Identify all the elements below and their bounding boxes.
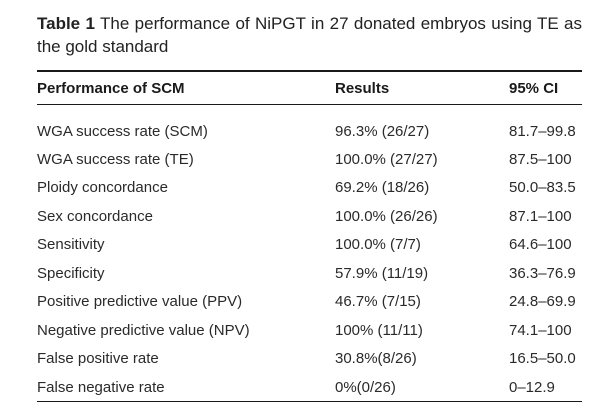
table-row: Positive predictive value (PPV) 46.7% (7… (37, 288, 582, 317)
row-metric: False positive rate (37, 350, 159, 368)
table-bottom-rule (37, 401, 582, 402)
row-metric: Sensitivity (37, 236, 105, 254)
row-result: 100.0% (26/26) (335, 207, 438, 225)
table-row: Sensitivity 100.0% (7/7) 64.6–100 (37, 231, 582, 260)
row-result: 100.0% (27/27) (335, 150, 438, 168)
row-result: 57.9% (11/19) (335, 264, 429, 282)
row-ci: 81.7–99.8 (509, 122, 576, 140)
table-top-rule (37, 70, 582, 72)
row-metric: Negative predictive value (NPV) (37, 321, 250, 339)
table-row: Negative predictive value (NPV) 100% (11… (37, 316, 582, 345)
row-result: 69.2% (18/26) (335, 179, 430, 197)
table-caption: Table 1 The performance of NiPGT in 27 d… (37, 12, 582, 58)
row-ci: 50.0–83.5 (509, 179, 576, 197)
row-metric: Specificity (37, 264, 105, 282)
row-result: 46.7% (7/15) (335, 293, 421, 311)
row-metric: Positive predictive value (PPV) (37, 293, 243, 311)
table-row: False negative rate 0%(0/26) 0–12.9 (37, 373, 582, 402)
row-metric: WGA success rate (SCM) (37, 122, 208, 140)
row-metric: WGA success rate (TE) (37, 150, 194, 168)
row-result: 30.8%(8/26) (335, 350, 417, 368)
table-row: False positive rate 30.8%(8/26) 16.5–50.… (37, 345, 582, 374)
row-ci: 16.5–50.0 (509, 350, 576, 368)
row-ci: 24.8–69.9 (509, 293, 576, 311)
table-header-row: Performance of SCM Results 95% CI (37, 72, 582, 104)
row-result: 100.0% (7/7) (335, 236, 421, 254)
column-header-ci: 95% CI (509, 79, 559, 97)
row-metric: Ploidy concordance (37, 179, 168, 197)
column-header-performance: Performance of SCM (37, 79, 185, 97)
row-ci: 87.5–100 (509, 150, 572, 168)
table-row: Sex concordance 100.0% (26/26) 87.1–100 (37, 202, 582, 231)
row-ci: 87.1–100 (509, 207, 572, 225)
performance-table: Performance of SCM Results 95% CI WGA su… (37, 72, 582, 402)
column-header-results: Results (335, 79, 390, 97)
row-ci: 74.1–100 (509, 321, 572, 339)
row-ci: 36.3–76.9 (509, 264, 576, 282)
table-header-rule (37, 104, 582, 105)
row-result: 100% (11/11) (335, 321, 423, 339)
row-ci: 64.6–100 (509, 236, 572, 254)
table-caption-label: Table 1 (37, 14, 95, 33)
row-metric: Sex concordance (37, 207, 153, 225)
table-row: WGA success rate (TE) 100.0% (27/27) 87.… (37, 145, 582, 174)
table-row: Specificity 57.9% (11/19) 36.3–76.9 (37, 259, 582, 288)
row-ci: 0–12.9 (509, 378, 555, 396)
table-caption-text: The performance of NiPGT in 27 donated e… (37, 14, 582, 56)
table-row: WGA success rate (SCM) 96.3% (26/27) 81.… (37, 104, 582, 145)
row-metric: False negative rate (37, 378, 165, 396)
row-result: 96.3% (26/27) (335, 122, 430, 140)
row-result: 0%(0/26) (335, 378, 396, 396)
table-row: Ploidy concordance 69.2% (18/26) 50.0–83… (37, 174, 582, 203)
